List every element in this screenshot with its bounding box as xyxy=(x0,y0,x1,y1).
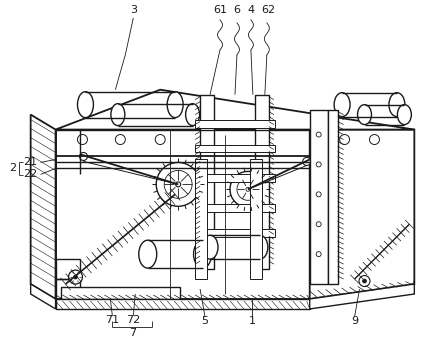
Ellipse shape xyxy=(316,132,321,137)
Bar xyxy=(200,95,214,269)
Ellipse shape xyxy=(194,240,212,268)
Ellipse shape xyxy=(79,153,87,160)
Ellipse shape xyxy=(167,92,183,118)
Ellipse shape xyxy=(111,104,125,125)
Bar xyxy=(195,144,275,153)
Text: 21: 21 xyxy=(23,157,38,167)
Ellipse shape xyxy=(230,172,266,207)
Ellipse shape xyxy=(359,276,370,286)
Ellipse shape xyxy=(389,93,405,117)
Polygon shape xyxy=(31,284,55,309)
Ellipse shape xyxy=(155,135,165,144)
Text: 5: 5 xyxy=(202,316,209,326)
Ellipse shape xyxy=(340,135,350,144)
Ellipse shape xyxy=(358,105,372,124)
Polygon shape xyxy=(310,129,414,299)
Text: 2: 2 xyxy=(9,163,16,174)
Ellipse shape xyxy=(176,182,181,187)
Ellipse shape xyxy=(115,135,125,144)
Bar xyxy=(328,109,338,284)
Ellipse shape xyxy=(74,275,78,279)
Bar xyxy=(195,159,207,279)
Text: 4: 4 xyxy=(247,5,254,15)
Ellipse shape xyxy=(176,182,180,186)
Bar xyxy=(61,287,180,299)
Ellipse shape xyxy=(78,135,87,144)
Ellipse shape xyxy=(139,240,157,268)
Text: 6: 6 xyxy=(233,5,241,15)
Ellipse shape xyxy=(397,105,412,124)
Ellipse shape xyxy=(202,235,218,259)
Text: 71: 71 xyxy=(105,315,120,325)
Ellipse shape xyxy=(156,162,200,206)
Text: 9: 9 xyxy=(351,316,358,326)
Polygon shape xyxy=(55,90,414,129)
Bar xyxy=(255,95,269,269)
Bar xyxy=(55,259,81,279)
Text: 7: 7 xyxy=(129,328,136,338)
Ellipse shape xyxy=(69,270,82,284)
Ellipse shape xyxy=(334,93,350,117)
Ellipse shape xyxy=(303,157,311,165)
Text: 22: 22 xyxy=(23,170,38,179)
Bar xyxy=(195,174,275,182)
Ellipse shape xyxy=(246,187,250,191)
Ellipse shape xyxy=(369,135,380,144)
Ellipse shape xyxy=(316,222,321,227)
Ellipse shape xyxy=(316,252,321,257)
Bar xyxy=(195,229,275,237)
Text: 72: 72 xyxy=(126,315,140,325)
Text: 3: 3 xyxy=(130,5,137,15)
Bar xyxy=(195,204,275,212)
Polygon shape xyxy=(31,115,55,299)
Ellipse shape xyxy=(237,178,259,200)
Polygon shape xyxy=(310,284,414,309)
Ellipse shape xyxy=(164,171,192,198)
Ellipse shape xyxy=(316,162,321,167)
Ellipse shape xyxy=(78,92,93,118)
Text: 62: 62 xyxy=(261,5,275,15)
Ellipse shape xyxy=(186,104,200,125)
Text: 1: 1 xyxy=(249,316,256,326)
Ellipse shape xyxy=(362,279,366,283)
Bar xyxy=(310,109,328,284)
Bar xyxy=(55,279,81,299)
Bar xyxy=(55,299,310,309)
Bar xyxy=(195,120,275,127)
Ellipse shape xyxy=(316,192,321,197)
Bar xyxy=(250,159,262,279)
Text: 61: 61 xyxy=(213,5,227,15)
Ellipse shape xyxy=(252,235,268,259)
